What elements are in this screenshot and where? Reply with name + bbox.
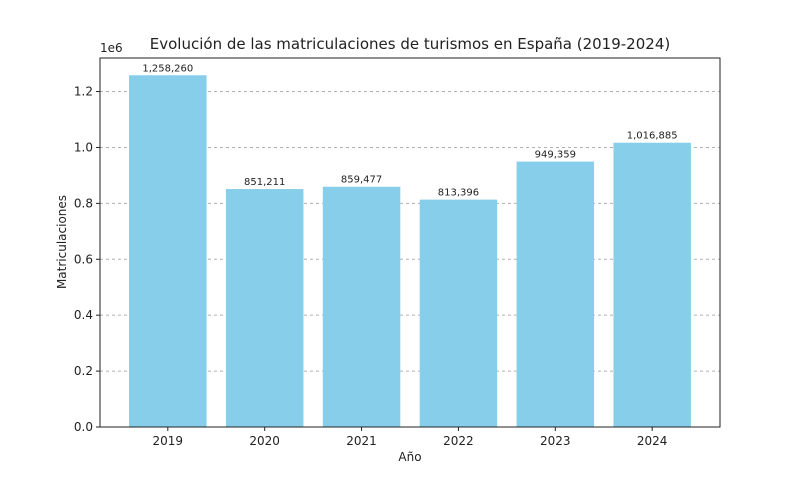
bar-2020 [225, 189, 304, 427]
y-tick-label: 0.2 [74, 364, 93, 378]
y-tick-label: 0.0 [74, 420, 93, 434]
bars [129, 75, 691, 427]
y-tick-label: 1.2 [74, 85, 93, 99]
data-label: 1,016,885 [627, 131, 678, 142]
data-label: 859,477 [341, 175, 382, 186]
x-tick-label: 2020 [249, 434, 280, 448]
plot-frame [99, 57, 721, 428]
x-tick-label: 2024 [637, 434, 668, 448]
x-tick-label: 2023 [540, 434, 571, 448]
bar-2022 [419, 199, 498, 427]
data-labels: 1,258,260 851,211 859,477 813,396 949,359 1,0… [142, 63, 677, 198]
chart-title: Evolución de las matriculaciones de turi… [150, 35, 670, 53]
y-offset-label: 1e6 [100, 41, 123, 55]
x-axis-ticks: 2019 2020 2021 2022 2023 2024 [153, 427, 668, 448]
data-label: 813,396 [438, 188, 479, 199]
y-axis-ticks: 0.0 0.2 0.4 0.6 0.8 1.0 1.2 [74, 85, 100, 434]
x-tick-label: 2021 [346, 434, 377, 448]
data-label: 851,211 [244, 177, 285, 188]
x-axis-label: Año [398, 450, 421, 464]
bar-2021 [322, 186, 401, 427]
x-tick-label: 2022 [443, 434, 474, 448]
data-label: 949,359 [535, 150, 576, 161]
y-tick-label: 0.6 [74, 252, 93, 266]
y-tick-label: 0.4 [74, 308, 93, 322]
bar-2024 [613, 142, 691, 427]
bar-2023 [516, 161, 595, 427]
bar-2019 [129, 75, 207, 427]
y-axis-label: Matriculaciones [55, 195, 69, 289]
y-tick-label: 0.8 [74, 196, 93, 210]
x-tick-label: 2019 [153, 434, 184, 448]
data-label: 1,258,260 [142, 63, 193, 74]
y-tick-label: 1.0 [74, 140, 93, 154]
